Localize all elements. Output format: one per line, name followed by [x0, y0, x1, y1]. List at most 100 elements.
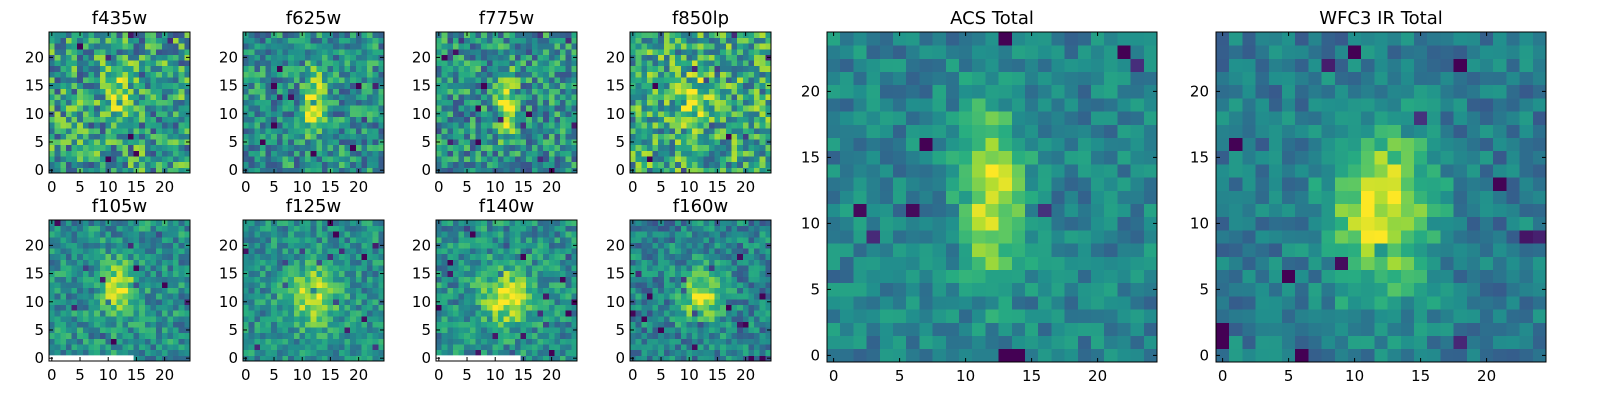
heatmap-cell [161, 105, 168, 112]
heatmap-cell [554, 127, 561, 134]
heatmap-cell [122, 327, 129, 334]
heatmap-cell [173, 242, 180, 249]
heatmap-cell [161, 88, 168, 95]
heatmap-cell [571, 231, 578, 238]
heatmap-cell [49, 150, 56, 157]
heatmap-cell [571, 304, 578, 311]
heatmap-cell [361, 259, 368, 266]
heatmap-cell [469, 315, 476, 322]
heatmap-cell [635, 32, 642, 39]
heatmap-cell [481, 231, 488, 238]
heatmap-cell [742, 71, 749, 78]
heatmap-cell [565, 43, 572, 50]
heatmap-cell [276, 133, 283, 140]
heatmap-cell [635, 88, 642, 95]
heatmap-cell [481, 65, 488, 72]
heatmap-cell [178, 37, 185, 44]
heatmap-cell [139, 231, 146, 238]
heatmap-cell [509, 144, 516, 151]
heatmap-cell [514, 248, 521, 255]
heatmap-cell [378, 315, 385, 322]
heatmap-cell [82, 276, 89, 283]
heatmap-cell [259, 99, 266, 106]
heatmap-cell [254, 54, 261, 61]
heatmap-cell [288, 48, 295, 55]
heatmap-cell [526, 139, 533, 146]
heatmap-cell [646, 133, 653, 140]
heatmap-cell [173, 48, 180, 55]
heatmap-cell [560, 248, 567, 255]
heatmap-cell [663, 270, 670, 277]
heatmap-cell [282, 310, 289, 317]
heatmap-cell [458, 231, 465, 238]
heatmap-cell [248, 349, 255, 356]
heatmap-cell [537, 220, 544, 227]
heatmap-cell [481, 127, 488, 134]
heatmap-cell [350, 349, 357, 356]
heatmap-cell [675, 338, 682, 345]
heatmap-cell [526, 122, 533, 129]
heatmap-cell [646, 355, 653, 362]
heatmap-cell [675, 321, 682, 328]
heatmap-cell [498, 133, 505, 140]
heatmap-cell [731, 139, 738, 146]
heatmap-cell [560, 287, 567, 294]
heatmap-cell [173, 94, 180, 101]
heatmap-cell [338, 253, 345, 260]
y-tick-label: 15 [25, 265, 44, 283]
heatmap-cell [697, 65, 704, 72]
heatmap-cell [714, 77, 721, 84]
heatmap-cell [94, 156, 101, 163]
heatmap-cell [178, 122, 185, 129]
heatmap-cell [475, 265, 482, 272]
heatmap-cell [452, 293, 459, 300]
heatmap-cell [271, 327, 278, 334]
y-tick-label: 0 [34, 161, 44, 179]
heatmap-cell [372, 298, 379, 305]
heatmap-cell [692, 122, 699, 129]
heatmap-cell [293, 71, 300, 78]
heatmap-cell [321, 282, 328, 289]
heatmap-cell [116, 71, 123, 78]
heatmap-cell [333, 71, 340, 78]
heatmap-cell [355, 282, 362, 289]
heatmap-cell [265, 231, 272, 238]
heatmap-cell [669, 298, 676, 305]
heatmap-cell [560, 355, 567, 362]
heatmap-cell [344, 287, 351, 294]
heatmap-cell [486, 332, 493, 339]
heatmap-cell [293, 276, 300, 283]
heatmap-cell [60, 48, 67, 55]
heatmap-cell [82, 344, 89, 351]
heatmap-cell [509, 332, 516, 339]
heatmap-cell [276, 265, 283, 272]
heatmap-cell [486, 139, 493, 146]
heatmap-cell [378, 156, 385, 163]
heatmap-cell [697, 298, 704, 305]
heatmap-cell [173, 82, 180, 89]
heatmap-cell [526, 259, 533, 266]
heatmap-cell [731, 161, 738, 168]
heatmap-cell [686, 71, 693, 78]
heatmap-cell [520, 231, 527, 238]
heatmap-cell [178, 265, 185, 272]
heatmap-cell [293, 355, 300, 362]
heatmap-cell [565, 32, 572, 39]
heatmap-cell [742, 99, 749, 106]
heatmap-cell [571, 236, 578, 243]
heatmap-cell [663, 99, 670, 106]
heatmap-cell [271, 127, 278, 134]
heatmap-cell [498, 77, 505, 84]
heatmap-cell [178, 32, 185, 39]
heatmap-cell [680, 127, 687, 134]
heatmap-cell [372, 349, 379, 356]
heatmap-cell [708, 287, 715, 294]
heatmap-cell [60, 150, 67, 157]
heatmap-cell [436, 116, 443, 123]
heatmap-cell [321, 231, 328, 238]
heatmap-cell [116, 48, 123, 55]
heatmap-cell [503, 144, 510, 151]
heatmap-cell [243, 321, 250, 328]
heatmap-cell [310, 133, 317, 140]
heatmap-cell [464, 82, 471, 89]
